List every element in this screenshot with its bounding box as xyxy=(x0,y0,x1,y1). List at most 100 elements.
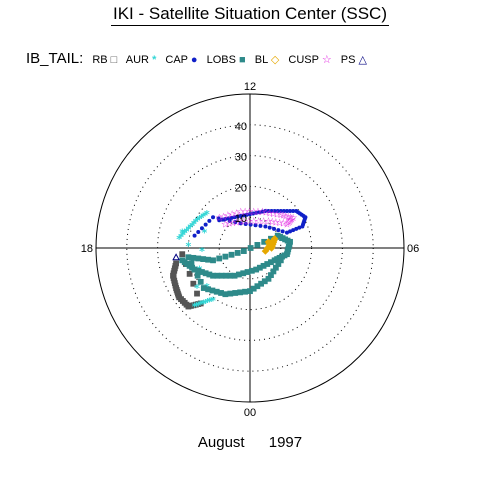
data-point xyxy=(197,300,204,307)
data-point: ☆ xyxy=(236,217,245,228)
data-point xyxy=(266,209,271,214)
data-point: * xyxy=(193,216,199,229)
data-point: ☆ xyxy=(259,216,268,227)
data-point xyxy=(211,215,216,220)
data-point: * xyxy=(210,294,216,307)
data-point: ☆ xyxy=(215,213,224,224)
data-point xyxy=(210,257,216,264)
legend-item-cap: CAP ● xyxy=(165,54,198,66)
data-point xyxy=(280,229,285,234)
data-point: ☆ xyxy=(279,211,288,222)
data-point: ☆ xyxy=(228,210,237,221)
month-label: August xyxy=(197,434,245,451)
angular-label-06: 06 xyxy=(407,243,419,255)
data-point xyxy=(196,229,201,234)
data-point: * xyxy=(195,299,201,312)
data-point xyxy=(258,223,263,228)
data-point xyxy=(216,255,223,262)
data-point: * xyxy=(206,296,212,309)
data-point: * xyxy=(208,295,214,308)
data-point: ☆ xyxy=(275,218,284,229)
data-point xyxy=(294,226,299,231)
data-point xyxy=(257,210,262,215)
data-point: ☆ xyxy=(241,207,250,218)
legend-item-rb: RB □ xyxy=(92,54,118,66)
data-marks: ************************************☆☆☆☆… xyxy=(170,207,308,314)
data-point xyxy=(275,209,280,214)
data-point: * xyxy=(197,213,203,226)
data-point: ☆ xyxy=(271,218,280,229)
data-point xyxy=(192,233,197,238)
data-point xyxy=(240,248,247,254)
data-point: ☆ xyxy=(225,219,234,230)
data-point: ☆ xyxy=(273,210,282,221)
data-point xyxy=(288,229,293,234)
data-point xyxy=(203,222,208,227)
data-point xyxy=(267,225,272,230)
data-point xyxy=(234,250,241,256)
data-point: * xyxy=(192,301,198,314)
data-point xyxy=(205,256,212,263)
data-point xyxy=(251,211,256,216)
data-point xyxy=(190,280,197,287)
diamond-icon: ◇ xyxy=(270,54,280,66)
data-point xyxy=(228,251,235,258)
data-point xyxy=(190,254,197,261)
data-point xyxy=(276,228,281,233)
data-point: * xyxy=(202,209,208,222)
data-point xyxy=(188,260,195,267)
data-point: * xyxy=(194,300,200,313)
data-point xyxy=(197,278,204,285)
data-point xyxy=(172,253,180,261)
data-point xyxy=(260,209,265,214)
data-point xyxy=(199,226,204,231)
data-point: ☆ xyxy=(221,219,230,230)
data-point xyxy=(248,212,252,217)
data-point: * xyxy=(194,282,200,295)
data-point: * xyxy=(201,297,207,310)
data-point: ☆ xyxy=(282,219,291,230)
data-point: * xyxy=(195,214,201,227)
data-point: * xyxy=(176,233,182,246)
data-point xyxy=(222,291,229,298)
triangle-icon: △ xyxy=(358,54,367,66)
data-point xyxy=(238,221,243,226)
angular-label-18: 18 xyxy=(81,243,93,255)
data-point: ☆ xyxy=(228,218,237,229)
data-point xyxy=(277,257,284,264)
data-point xyxy=(288,209,293,214)
angular-label-12: 12 xyxy=(244,81,256,93)
radial-tick-label: 30 xyxy=(235,152,247,164)
data-point: * xyxy=(186,224,192,237)
dot-icon: ● xyxy=(190,54,198,66)
data-point: ☆ xyxy=(232,208,241,219)
legend-label: IB_TAIL: xyxy=(26,50,84,67)
data-point xyxy=(233,220,238,225)
chart-title: IKI - Satellite Situation Center (SSC) xyxy=(0,4,500,26)
legend-item-lobs: LOBS ■ xyxy=(206,54,246,66)
data-point xyxy=(237,289,244,296)
asterisk-icon: * xyxy=(152,54,157,66)
data-point xyxy=(194,290,200,297)
data-point: ☆ xyxy=(284,212,293,223)
data-point: * xyxy=(205,296,211,309)
star-icon: ☆ xyxy=(321,54,332,66)
data-point xyxy=(232,290,239,296)
date-label: August 1997 xyxy=(0,434,500,451)
data-point: ☆ xyxy=(281,211,290,222)
data-point xyxy=(254,210,259,215)
data-point xyxy=(200,256,207,262)
data-point xyxy=(278,209,283,214)
data-point xyxy=(222,253,229,260)
data-point xyxy=(269,209,274,214)
data-point: * xyxy=(189,220,195,233)
data-point xyxy=(232,215,237,220)
data-point: * xyxy=(182,227,188,240)
data-point: ☆ xyxy=(284,218,293,229)
data-point xyxy=(291,228,296,233)
data-point: * xyxy=(187,222,193,235)
data-point: ☆ xyxy=(236,207,245,218)
data-point: * xyxy=(180,229,186,242)
data-point: ☆ xyxy=(279,219,288,230)
data-point xyxy=(247,245,254,251)
